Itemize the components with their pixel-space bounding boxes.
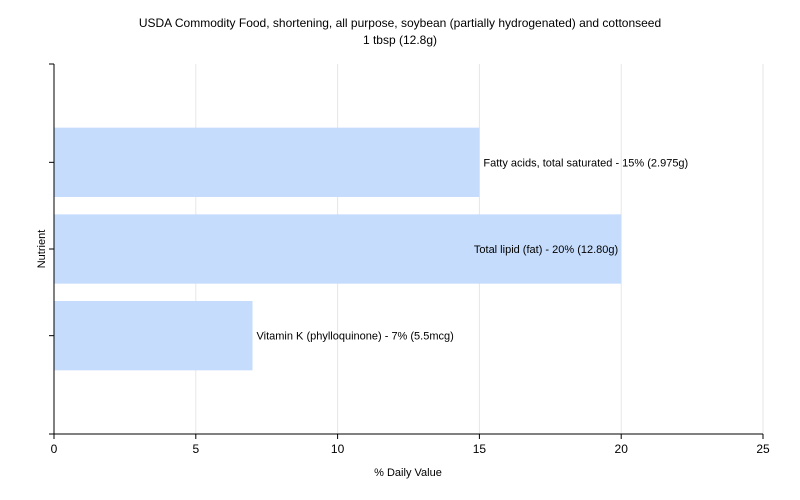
- x-tick-label: 0: [51, 442, 58, 456]
- chart-subtitle: 1 tbsp (12.8g): [363, 33, 437, 47]
- bars: [54, 127, 622, 371]
- bar-label-1: Fatty acids, total saturated - 15% (2.97…: [483, 157, 688, 169]
- bar-3: [54, 301, 253, 371]
- bar-label-3: Vitamin K (phylloquinone) - 7% (5.5mcg): [257, 331, 454, 343]
- axes: 0 5 10 15 20 25: [49, 63, 770, 456]
- y-axis-label: Nutrient: [36, 230, 48, 269]
- x-tick-label: 20: [615, 442, 629, 456]
- x-axis-label: % Daily Value: [374, 467, 442, 479]
- x-tick-label: 15: [473, 442, 487, 456]
- bar-labels: Fatty acids, total saturated - 15% (2.97…: [257, 157, 689, 342]
- chart-title: USDA Commodity Food, shortening, all pur…: [139, 16, 661, 30]
- x-tick-label: 10: [331, 442, 345, 456]
- x-tick-label: 25: [756, 442, 770, 456]
- bar-1: [54, 127, 480, 197]
- bar-2: [54, 214, 622, 284]
- bar-label-2: Total lipid (fat) - 20% (12.80g): [474, 244, 618, 256]
- x-tick-label: 5: [192, 442, 199, 456]
